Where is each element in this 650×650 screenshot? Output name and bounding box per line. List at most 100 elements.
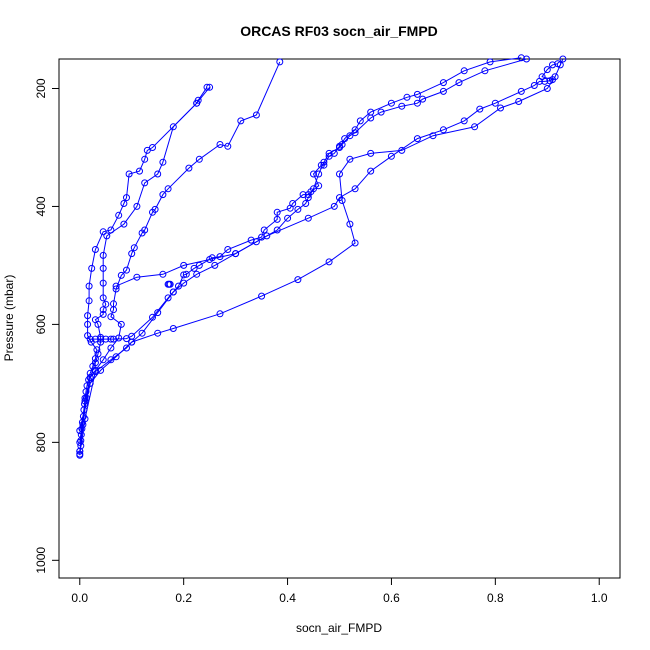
data-point xyxy=(91,368,99,376)
series-line xyxy=(79,58,564,431)
data-point xyxy=(460,67,468,75)
data-point xyxy=(216,141,224,148)
data-point xyxy=(86,379,94,387)
data-point xyxy=(554,60,562,68)
data-point xyxy=(112,353,120,361)
data-point xyxy=(103,232,111,240)
data-point xyxy=(195,261,203,269)
data-point xyxy=(398,102,406,110)
data-point xyxy=(81,397,89,405)
data-point xyxy=(193,99,201,107)
x-tick-label: 0.4 xyxy=(279,591,296,605)
data-point xyxy=(164,185,172,193)
data-point xyxy=(515,98,523,105)
data-point xyxy=(76,438,84,446)
y-tick-label: 800 xyxy=(34,432,48,452)
data-point xyxy=(154,329,162,337)
data-point xyxy=(304,194,312,202)
data-point xyxy=(141,226,149,234)
data-point xyxy=(263,232,271,240)
data-point xyxy=(76,427,84,435)
data-point xyxy=(325,258,333,266)
data-point xyxy=(99,279,107,287)
data-point xyxy=(99,251,107,259)
data-point xyxy=(320,158,328,166)
data-point xyxy=(110,300,117,308)
data-point xyxy=(91,316,99,324)
data-point xyxy=(439,79,447,87)
data-point xyxy=(367,167,375,175)
data-point xyxy=(491,99,499,107)
data-point xyxy=(99,228,107,236)
data-point xyxy=(481,67,489,75)
data-point xyxy=(133,273,141,281)
data-point xyxy=(476,105,484,113)
data-point xyxy=(99,306,107,314)
data-point xyxy=(387,99,395,107)
data-point xyxy=(141,179,149,187)
data-point xyxy=(439,126,447,134)
data-point xyxy=(182,270,190,278)
data-point xyxy=(471,123,479,131)
data-point xyxy=(315,182,323,190)
data-point xyxy=(341,135,349,143)
plot-frame xyxy=(58,58,621,579)
data-point xyxy=(123,194,130,202)
data-point xyxy=(387,152,395,160)
data-point xyxy=(398,146,406,154)
data-point xyxy=(346,132,354,140)
data-point xyxy=(99,310,107,318)
data-point xyxy=(159,191,167,199)
data-point xyxy=(237,117,245,125)
data-point xyxy=(252,111,260,119)
data-point xyxy=(123,266,130,274)
data-point xyxy=(141,155,149,163)
data-point xyxy=(523,55,530,63)
data-point xyxy=(169,123,177,131)
data-point xyxy=(367,108,375,116)
data-point xyxy=(123,344,130,352)
series-line xyxy=(115,63,558,287)
data-point xyxy=(185,164,193,172)
series-line xyxy=(79,57,522,455)
data-point xyxy=(151,205,159,213)
data-point xyxy=(273,215,281,223)
data-point xyxy=(180,271,188,279)
data-point xyxy=(125,170,133,178)
data-point xyxy=(413,90,421,98)
data-point xyxy=(91,335,99,343)
x-tick-label: 0.8 xyxy=(487,591,504,605)
data-point xyxy=(377,108,385,116)
data-point xyxy=(107,344,115,352)
data-point xyxy=(76,450,84,458)
data-point xyxy=(325,149,333,157)
data-point xyxy=(85,297,93,305)
data-point xyxy=(284,214,292,222)
data-point xyxy=(159,270,167,278)
data-point xyxy=(538,73,546,81)
data-point xyxy=(497,104,504,112)
data-point xyxy=(356,117,364,125)
data-point xyxy=(195,155,203,163)
data-point xyxy=(273,208,281,216)
data-point xyxy=(455,79,463,87)
data-point xyxy=(107,335,115,343)
data-point xyxy=(351,185,359,193)
data-point xyxy=(252,238,260,246)
data-point xyxy=(169,288,177,296)
data-point xyxy=(91,359,99,367)
y-tick-label: 1000 xyxy=(34,547,48,574)
series-line xyxy=(90,58,527,340)
data-point xyxy=(346,220,354,228)
data-point xyxy=(164,294,172,302)
data-point xyxy=(128,250,136,258)
y-tick-label: 600 xyxy=(34,314,48,334)
data-point xyxy=(543,66,551,74)
series-6 xyxy=(76,55,567,435)
data-point xyxy=(143,146,151,154)
data-point xyxy=(84,320,92,328)
data-point xyxy=(107,356,115,364)
data-point xyxy=(133,202,141,210)
x-axis: 0.0 0.2 0.4 0.6 0.8 1.0 xyxy=(71,577,608,605)
